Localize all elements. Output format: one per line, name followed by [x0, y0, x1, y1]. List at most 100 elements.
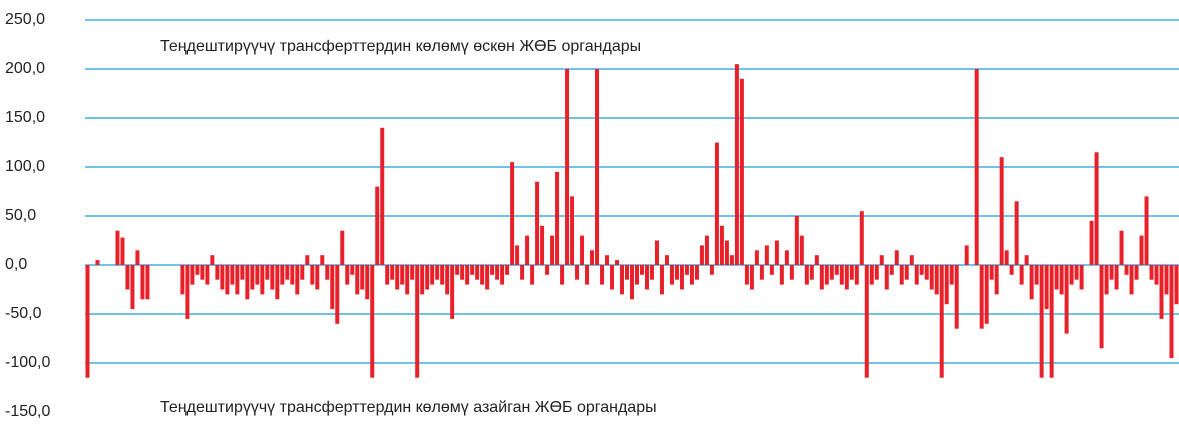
bar: [809, 265, 814, 280]
bar: [744, 265, 749, 285]
bar: [759, 265, 764, 280]
bar: [1009, 265, 1014, 275]
bar: [360, 265, 365, 290]
bar: [914, 265, 919, 285]
bar: [984, 265, 989, 324]
bar: [530, 265, 535, 285]
bar: [465, 265, 470, 285]
bar: [145, 265, 150, 300]
bar: [130, 265, 135, 310]
bar: [85, 265, 90, 378]
bar: [1069, 265, 1074, 285]
bar: [714, 142, 719, 265]
bar: [884, 265, 889, 290]
bar: [285, 265, 290, 280]
bar: [724, 240, 729, 265]
bar: [460, 265, 465, 280]
bar: [320, 255, 325, 265]
bar: [854, 265, 859, 285]
bar: [664, 255, 669, 265]
bar: [525, 235, 530, 265]
bar: [684, 265, 689, 275]
bar: [400, 265, 405, 285]
bar: [934, 265, 939, 295]
bar: [215, 265, 220, 280]
bar: [644, 265, 649, 290]
bar: [874, 265, 879, 280]
bar: [829, 265, 834, 280]
bar: [1039, 265, 1044, 378]
bar: [804, 265, 809, 285]
bar: [1079, 265, 1084, 290]
bar: [669, 265, 674, 285]
bar: [600, 265, 605, 285]
bar: [515, 245, 520, 265]
bar: [634, 265, 639, 285]
bar: [385, 265, 390, 285]
bar: [639, 265, 644, 275]
bar: [709, 265, 714, 275]
bar: [1164, 265, 1169, 295]
bar: [310, 265, 315, 285]
bar: [1169, 265, 1174, 359]
bar: [1044, 265, 1049, 310]
bar: [814, 255, 819, 265]
bar: [290, 265, 295, 285]
bar: [485, 265, 490, 290]
bar: [794, 216, 799, 265]
bar: [1119, 230, 1124, 265]
bar: [545, 265, 550, 275]
bar: [784, 250, 789, 265]
bar: [944, 265, 949, 305]
bar: [979, 265, 984, 329]
bar: [999, 157, 1004, 265]
bar: [475, 265, 480, 280]
bar: [719, 225, 724, 265]
bar: [919, 265, 924, 275]
bar: [450, 265, 455, 319]
bar: [929, 265, 934, 290]
bar: [939, 265, 944, 378]
bar: [470, 265, 475, 275]
y-tick-label: 0,0: [5, 256, 27, 273]
bar: [390, 265, 395, 280]
bar: [345, 265, 350, 285]
bar: [435, 265, 440, 280]
bar: [375, 186, 380, 265]
bar: [1074, 265, 1079, 280]
bar: [749, 265, 754, 290]
bar: [879, 255, 884, 265]
bar: [1034, 265, 1039, 285]
y-tick-label: 200,0: [5, 60, 45, 77]
bar: [490, 265, 495, 275]
bar: [275, 265, 280, 300]
bar: [425, 265, 430, 290]
bar: [265, 265, 270, 280]
bar: [370, 265, 375, 378]
bar: [440, 265, 445, 285]
bar: [1094, 152, 1099, 265]
bar: [1129, 265, 1134, 295]
y-tick-label: 150,0: [5, 109, 45, 126]
bar: [1054, 265, 1059, 290]
bar: [630, 265, 634, 300]
bar: [989, 265, 994, 280]
bar: [704, 235, 709, 265]
bar: [340, 230, 345, 265]
bar: [240, 265, 245, 280]
bar: [200, 265, 205, 280]
bar: [869, 265, 874, 285]
bar: [575, 265, 580, 280]
bar: [590, 250, 595, 265]
bar: [654, 240, 659, 265]
bar: [565, 69, 570, 265]
bar: [605, 255, 610, 265]
bar: [734, 64, 739, 265]
bar: [220, 265, 225, 290]
bar: [610, 265, 615, 290]
bar: [380, 127, 385, 265]
bar: [405, 265, 410, 295]
bar: [505, 265, 510, 275]
bar: [625, 265, 630, 280]
